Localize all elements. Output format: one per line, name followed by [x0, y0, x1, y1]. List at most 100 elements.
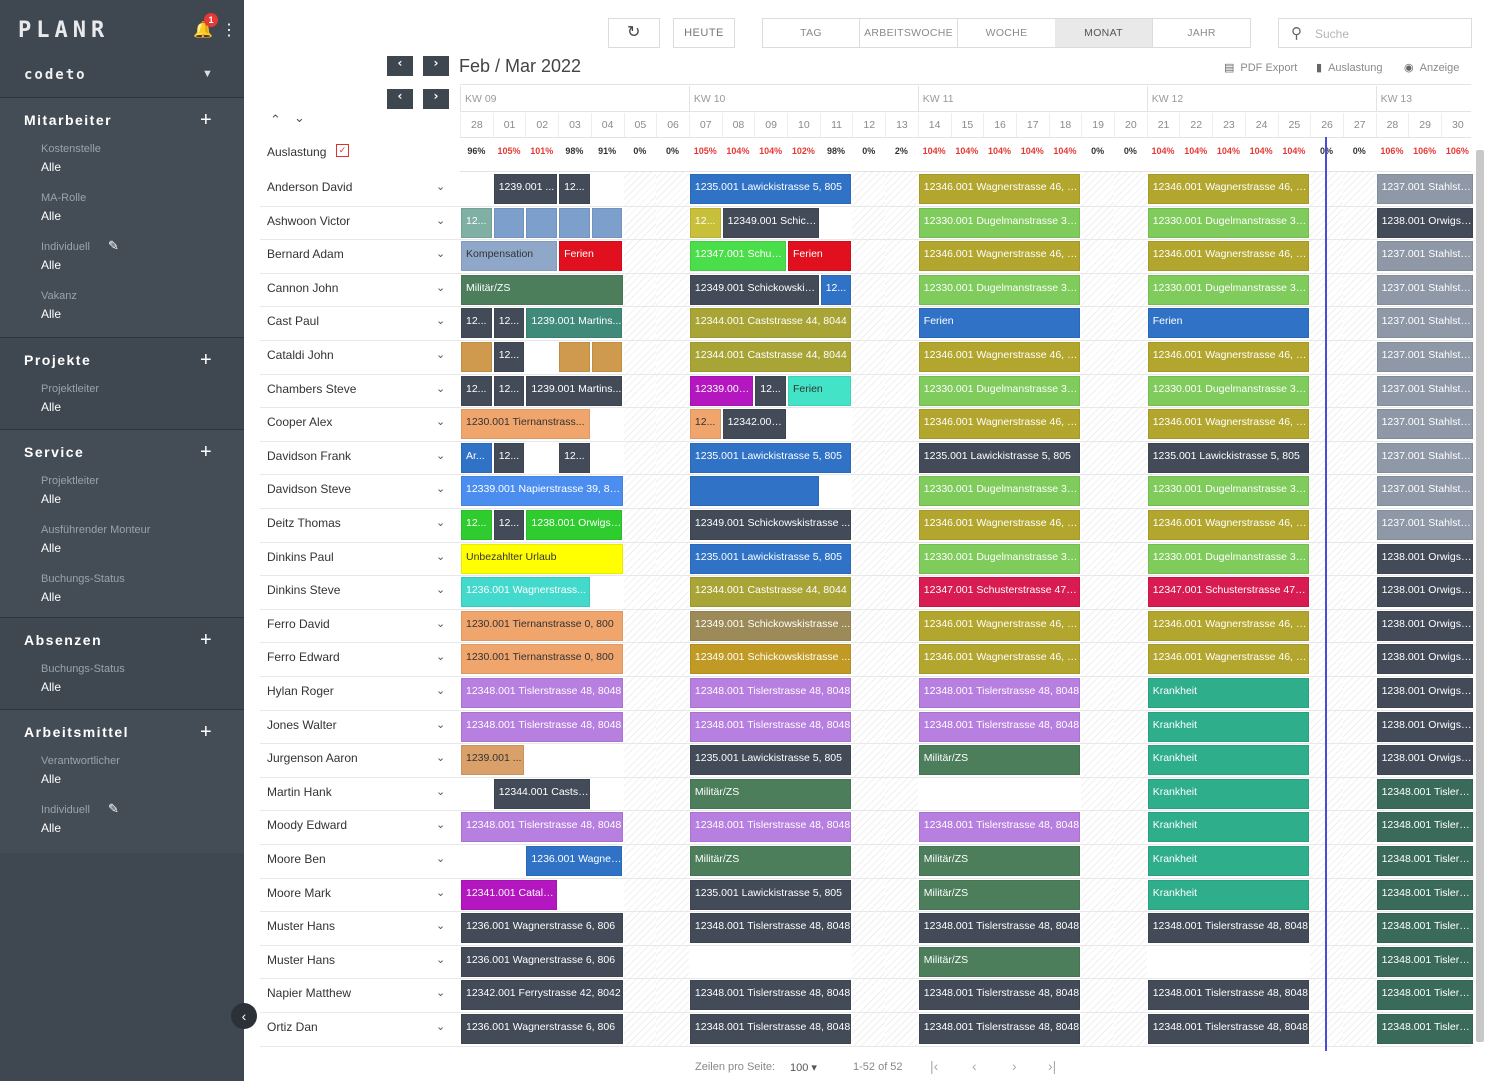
utilization-toggle[interactable]: ▮ Auslastung [1316, 61, 1383, 74]
booking-bar[interactable]: 1230.001 Tiernanstrasse 0, 800 [461, 610, 623, 641]
booking-bar[interactable]: 1235.001 Lawickistrasse 5, 805 [689, 879, 852, 910]
booking-bar[interactable]: 1235.001 Lawickistrasse 5, 805 [689, 442, 852, 473]
employee-name[interactable]: Anderson David [267, 180, 353, 194]
booking-bar[interactable]: 12348.001 Tislers... [1376, 980, 1473, 1011]
booking-bar[interactable]: 1237.001 Stahlstr... [1376, 510, 1473, 540]
booking-bar[interactable]: 12347.001 Schust... [689, 241, 786, 272]
booking-bar[interactable]: 12348.001 Tislers... [1376, 946, 1473, 977]
employee-name[interactable]: Ortiz Dan [267, 1020, 318, 1034]
booking-bar[interactable]: 12... [493, 342, 525, 372]
booking-bar[interactable]: 1236.001 Wagnerstrass... [461, 577, 590, 608]
booking-bar[interactable]: 12347.001 Schusterstrasse 47, 8... [1147, 577, 1310, 608]
view-tab-arbeitswoche[interactable]: ARBEITSWOCHE [860, 18, 958, 48]
chevron-down-icon[interactable]: ⌄ [436, 853, 446, 865]
booking-bar[interactable]: 12330.001 Dugelmanstrasse 30.... [1147, 476, 1310, 507]
booking-bar[interactable]: 1236.001 Wagnerstrasse 6, 806 [461, 1014, 623, 1044]
booking-bar[interactable]: 1237.001 Stahlstr... [1376, 241, 1473, 272]
booking-bar[interactable]: 12348.001 Tislers... [1376, 913, 1473, 944]
add-icon[interactable]: + [200, 629, 212, 651]
booking-bar[interactable]: 12348.001 Tislers... [1376, 879, 1473, 910]
chevron-down-icon[interactable]: ⌄ [436, 584, 446, 597]
booking-bar[interactable]: Militär/ZS [689, 846, 852, 876]
booking-bar[interactable]: 12349.001 Schickowskis... [689, 274, 819, 305]
booking-bar[interactable]: 12348.001 Tislerstrasse 48, 8048 [689, 913, 852, 944]
booking-bar[interactable] [689, 476, 819, 507]
booking-bar[interactable]: 12348.001 Tislerstrasse 48, 8048 [689, 678, 852, 708]
booking-bar[interactable]: Krankheit [1147, 711, 1310, 742]
booking-bar[interactable]: 12344.001 Caststrasse 44, 8044 [689, 577, 852, 608]
chevron-down-icon[interactable]: ⌄ [436, 752, 446, 765]
employee-name[interactable]: Ashwoon Victor [267, 213, 351, 228]
employee-name[interactable]: Davidson Steve [267, 482, 352, 497]
booking-bar[interactable]: 1236.001 Wagner... [526, 846, 623, 876]
booking-bar[interactable]: 1238.001 Orwigst... [526, 510, 623, 540]
booking-bar[interactable]: 12348.001 Tislers... [1376, 812, 1473, 843]
chevron-down-icon[interactable]: ⌄ [436, 483, 446, 496]
employee-name[interactable]: Moore Mark [267, 885, 332, 900]
booking-bar[interactable]: 12341.001 Cataldi... [461, 879, 558, 910]
booking-bar[interactable]: 12349.001 Schickowskistrasse ... [689, 610, 852, 641]
view-tab-jahr[interactable]: JAHR [1153, 18, 1251, 48]
booking-bar[interactable]: 12348.001 Tislerstrasse 48, 8048 [918, 711, 1081, 742]
booking-bar[interactable] [559, 342, 590, 372]
filter-value[interactable]: Alle [41, 590, 62, 604]
booking-bar[interactable]: 12348.001 Tislerstrasse 48, 8048 [918, 1014, 1081, 1044]
first-page-icon[interactable]: |‹ [930, 1058, 939, 1074]
booking-bar[interactable]: 12346.001 Wagnerstrasse 46, 8... [1147, 510, 1310, 540]
booking-bar[interactable]: 12348.001 Tislerstrasse 48, 8048 [461, 678, 623, 708]
booking-bar[interactable]: 1236.001 Wagnerstrasse 6, 806 [461, 913, 623, 944]
booking-bar[interactable]: 12348.001 Tislerstrasse 48, 8048 [461, 711, 623, 742]
booking-bar[interactable]: Ferien [788, 375, 852, 406]
booking-bar[interactable]: 12348.001 Tislerstrasse 48, 8048 [1147, 980, 1310, 1011]
booking-bar[interactable]: 12348.001 Tislerstrasse 48, 8048 [461, 812, 623, 843]
booking-bar[interactable]: 1239.001 Martins... [526, 375, 623, 406]
booking-bar[interactable]: 12... [461, 375, 492, 406]
booking-bar[interactable]: 1235.001 Lawickistrasse 5, 805 [1147, 442, 1310, 473]
booking-bar[interactable] [493, 207, 525, 238]
booking-bar[interactable]: 12346.001 Wagnerstrasse 46, 8... [918, 510, 1081, 540]
booking-bar[interactable]: 12330.001 Dugelmanstrasse 30.... [918, 274, 1081, 305]
booking-bar[interactable]: Militär/ZS [461, 274, 623, 305]
sort-up-icon[interactable]: ⌃ [270, 112, 281, 127]
next-period-button[interactable]: › [423, 56, 449, 76]
next-page-icon[interactable]: › [1012, 1058, 1017, 1074]
booking-bar[interactable]: Krankheit [1147, 745, 1310, 776]
booking-bar[interactable]: 12330.001 Dugelmanstrasse 30.... [918, 207, 1081, 238]
filter-value[interactable]: Alle [41, 307, 62, 321]
chevron-down-icon[interactable]: ⌄ [436, 617, 446, 630]
booking-bar[interactable]: 12349.001 Schickowskistrasse ... [689, 510, 852, 540]
booking-bar[interactable]: 12330.001 Dugelmanstrasse 30.... [918, 543, 1081, 574]
chevron-down-icon[interactable]: ⌄ [436, 281, 446, 294]
booking-bar[interactable]: 1237.001 Stahlstr... [1376, 442, 1473, 473]
chevron-down-icon[interactable]: ⌄ [436, 651, 446, 664]
booking-bar[interactable]: 12... [493, 510, 525, 540]
booking-bar[interactable]: 12348.001 Tislers... [1376, 778, 1473, 809]
employee-name[interactable]: Muster Hans [267, 919, 336, 934]
booking-bar[interactable]: 12349.001 Schick... [722, 207, 819, 238]
chevron-down-icon[interactable]: ⌄ [436, 819, 446, 832]
chevron-down-icon[interactable]: ⌄ [436, 416, 446, 429]
booking-bar[interactable]: 12346.001 Wagnerstrasse 46, 8... [1147, 610, 1310, 641]
booking-bar[interactable]: Militär/ZS [918, 846, 1081, 876]
booking-bar[interactable]: 12330.001 Dugelmanstrasse 30.... [918, 476, 1081, 507]
filter-value[interactable]: Alle [41, 541, 62, 555]
chevron-down-icon[interactable]: ⌄ [436, 987, 446, 1000]
booking-bar[interactable]: 12330.001 Dugelmanstrasse 30.... [1147, 375, 1310, 406]
booking-bar[interactable]: 1238.001 Orwigst... [1376, 711, 1473, 742]
booking-bar[interactable]: 12... [493, 308, 525, 339]
vertical-scrollbar[interactable] [1476, 150, 1484, 1042]
booking-bar[interactable]: 12346.001 Wagnerstrasse 46, 8... [918, 409, 1081, 440]
booking-bar[interactable]: 1236.001 Wagnerstrasse 6, 806 [461, 946, 623, 977]
employee-name[interactable]: Cast Paul [267, 314, 320, 329]
employee-name[interactable]: Ferro David [267, 616, 330, 631]
booking-bar[interactable]: 12348.001 Tislerstrasse 48, 8048 [689, 980, 852, 1011]
collapse-sidebar-button[interactable]: ‹ [231, 1003, 257, 1029]
employee-name[interactable]: Napier Matthew [267, 986, 352, 1001]
chevron-down-icon[interactable]: ⌄ [436, 886, 446, 899]
booking-bar[interactable]: 12330.001 Dugelmanstrasse 30.... [1147, 274, 1310, 305]
booking-bar[interactable]: 12344.001 Caststrasse 44, 8044 [689, 342, 852, 372]
employee-name[interactable]: Chambers Steve [267, 381, 357, 396]
booking-bar[interactable]: 12348.001 Tislers... [1376, 1014, 1473, 1044]
filter-value[interactable]: Alle [41, 209, 62, 223]
booking-bar[interactable]: 12347.001 Schusterstrasse 47, 8... [918, 577, 1081, 608]
